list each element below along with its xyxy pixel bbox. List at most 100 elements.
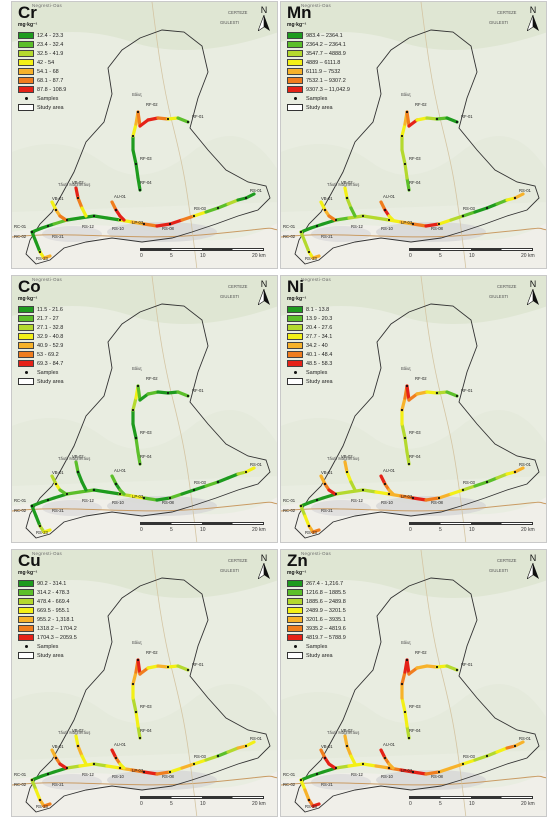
- sample-label: RF-01: [192, 388, 204, 393]
- legend-swatch: [18, 41, 34, 48]
- sample-point: [400, 408, 404, 412]
- legend-swatch: [287, 589, 303, 596]
- sample-dot-icon: [287, 371, 303, 374]
- legend-row: 34.2 - 40: [287, 341, 333, 350]
- place-label: GIULESTI: [489, 568, 508, 573]
- legend-label: 7532.1 – 9307.2: [306, 77, 346, 84]
- sample-label: RS-10: [112, 774, 125, 779]
- legend-label: 1216.8 – 1885.5: [306, 589, 346, 596]
- sample-point: [334, 766, 338, 770]
- scale-tick-label: 20 km: [521, 801, 535, 807]
- legend-label: Samples: [306, 95, 328, 102]
- sample-dot-icon: [18, 97, 34, 100]
- legend-row: 54.1 - 68: [18, 67, 66, 76]
- sample-point: [315, 772, 319, 776]
- legend-label: 4819.7 – 5788.9: [306, 634, 346, 641]
- element-title: Cr: [18, 3, 37, 22]
- sample-label: VB-02: [341, 728, 353, 733]
- legend-swatch: [287, 86, 303, 93]
- legend-row: 40.1 - 48.4: [287, 350, 333, 359]
- legend-swatch: [287, 607, 303, 614]
- sample-label: RC-02: [283, 782, 296, 787]
- scale-tick-label: 0: [409, 253, 412, 259]
- legend-label: 4889 – 6111.8: [306, 59, 341, 66]
- sample-label: RC-01: [283, 772, 296, 777]
- legend-label: 3547.7 – 4888.9: [306, 50, 346, 57]
- sample-point: [186, 120, 190, 124]
- legend-row-study-area: Study area: [287, 651, 346, 660]
- basemap: RS-01 RS-03 RS-08 RS-10 RS-12 RS-21 RS-23 VB-02…: [12, 276, 277, 542]
- unit-label: mg·kg⁻¹: [18, 570, 38, 576]
- legend-label: 20.4 - 27.6: [306, 324, 333, 331]
- sample-point: [142, 222, 146, 226]
- legend-swatch: [287, 50, 303, 57]
- sample-point: [30, 230, 34, 234]
- sample-point: [216, 480, 220, 484]
- sample-point: [92, 214, 96, 218]
- sample-point: [76, 744, 80, 748]
- sample-label: RF-01: [192, 662, 204, 667]
- sample-label: RF-04: [140, 728, 152, 733]
- place-label: Băiuţ: [401, 366, 411, 371]
- scale-tick-label: 20 km: [521, 527, 535, 533]
- sample-point: [405, 110, 409, 114]
- sample-dot-icon: [18, 371, 34, 374]
- scale-tick-label: 10: [469, 253, 475, 259]
- element-title: Mn: [287, 3, 312, 22]
- sample-point: [513, 744, 517, 748]
- legend-row: 68.1 - 87.7: [18, 76, 66, 85]
- sample-point: [455, 120, 459, 124]
- scale-bar: 0 5 10 20 km: [140, 796, 272, 810]
- sample-label: RS-12: [82, 772, 95, 777]
- sample-dot-icon: [287, 97, 303, 100]
- north-label: N: [260, 279, 268, 289]
- sample-point: [192, 488, 196, 492]
- sample-point: [435, 391, 439, 395]
- sample-label: RS-23: [36, 804, 49, 809]
- sample-point: [136, 384, 140, 388]
- basemap: RS-01 RS-03 RS-08 RS-10 RS-12 RS-21 RS-23 VB-02…: [281, 2, 546, 268]
- sample-label: RS-08: [162, 774, 175, 779]
- legend-swatch: [287, 616, 303, 623]
- sample-label: RS-23: [36, 256, 49, 261]
- sample-label: RF-02: [415, 650, 427, 655]
- sample-label: RC-02: [14, 508, 27, 513]
- legend-row: 478.4 - 669.4: [18, 597, 77, 606]
- legend-row: 42 - 54: [18, 58, 66, 67]
- sample-label: RC-02: [283, 234, 296, 239]
- sample-label: RS-21: [321, 234, 334, 239]
- sample-label: VB-01: [52, 196, 64, 201]
- sample-label: RF-03: [140, 430, 152, 435]
- town-label: Negresti-Oas: [32, 3, 63, 8]
- legend-row: 3547.7 – 4888.9: [287, 49, 350, 58]
- legend-swatch: [18, 607, 34, 614]
- sample-point: [92, 762, 96, 766]
- sample-label: RS-23: [305, 804, 318, 809]
- sample-point: [114, 208, 118, 212]
- sample-point: [435, 665, 439, 669]
- legend-swatch: [18, 77, 34, 84]
- sample-label: VB-01: [52, 744, 64, 749]
- sample-point: [387, 492, 391, 496]
- place-label: CERTEZE: [497, 10, 517, 15]
- sample-point: [30, 504, 34, 508]
- sample-label: RF-02: [415, 102, 427, 107]
- legend-row-samples: Samples: [287, 94, 350, 103]
- scale-tick-label: 20 km: [252, 801, 266, 807]
- legend-swatch: [287, 625, 303, 632]
- sample-label: LP-03: [401, 220, 413, 225]
- sample-label: RS-12: [351, 772, 364, 777]
- legend-row: 13.9 - 20.3: [287, 314, 333, 323]
- town-label: Negresti-Oas: [301, 3, 332, 8]
- sample-point: [400, 134, 404, 138]
- legend-row-samples: Samples: [18, 368, 64, 377]
- sample-label: VB-02: [341, 454, 353, 459]
- sample-label: RS-21: [321, 782, 334, 787]
- sample-label: RS-10: [112, 500, 125, 505]
- sample-point: [46, 224, 50, 228]
- legend-row: 4819.7 – 5788.9: [287, 633, 346, 642]
- legend-row: 87.8 - 108.9: [18, 85, 66, 94]
- legend-row: 9307.3 – 11,042.9: [287, 85, 350, 94]
- place-label: GIULESTI: [220, 20, 239, 25]
- scale-tick-label: 5: [170, 253, 173, 259]
